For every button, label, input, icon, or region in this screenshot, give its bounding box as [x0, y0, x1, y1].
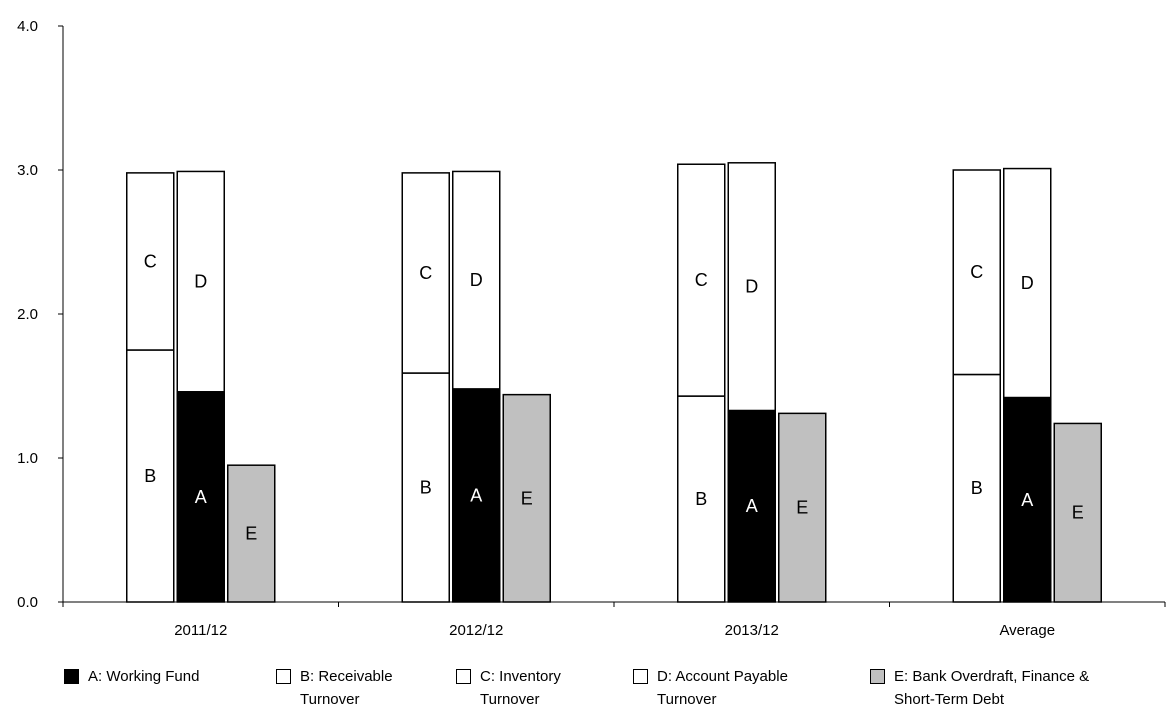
bar-a — [727, 409, 776, 603]
bar-label-a: A — [470, 485, 482, 505]
bar-label-b: B — [420, 478, 432, 498]
legend-label-a: A: Working Fund — [88, 668, 200, 685]
x-tick-label: 2012/12 — [449, 622, 503, 639]
bar-e — [778, 412, 827, 603]
bar-label-a: A — [746, 496, 758, 516]
bar-label-a: A — [1021, 490, 1033, 510]
bar-b — [952, 373, 1001, 603]
bar-e — [227, 464, 276, 603]
bar-e — [502, 393, 551, 603]
segment-labels: B C A D E B C A D E B C A D E B C A D E — [144, 251, 1084, 543]
legend-swatch-b — [276, 669, 291, 684]
legend-label-b-line2: Turnover — [300, 691, 360, 708]
legend-label-c-line1: C: Inventory — [480, 668, 561, 685]
legend-label-c-line2: Turnover — [480, 691, 540, 708]
legend: A: Working Fund B: Receivable Turnover C:… — [0, 668, 1166, 713]
bar-label-d: D — [194, 272, 207, 292]
bars — [126, 162, 1102, 603]
bar-label-e: E — [521, 488, 533, 508]
bar-d — [176, 170, 225, 393]
legend-item-d: D: Account Payable Turnover — [633, 668, 788, 711]
y-tick-label: 3.0 — [17, 162, 38, 179]
bar-a — [176, 391, 225, 603]
bar-label-d: D — [745, 277, 758, 297]
chart: 0.0 1.0 2.0 3.0 4.0 2011/12 2012/12 2013/12 Aver… — [17, 18, 1166, 639]
bar-d — [1003, 167, 1052, 399]
legend-swatch-a — [64, 669, 79, 684]
axes: 0.0 1.0 2.0 3.0 4.0 2011/12 2012/12 2013/12 Aver… — [17, 18, 1166, 639]
bar-label-c: C — [144, 251, 157, 271]
legend-item-b: B: Receivable Turnover — [276, 668, 393, 711]
legend-item-a: A: Working Fund — [64, 668, 199, 688]
legend-item-c: C: Inventory Turnover — [456, 668, 561, 711]
legend-swatch-d — [633, 669, 648, 684]
legend-label-e-line1: E: Bank Overdraft, Finance & — [894, 668, 1090, 685]
legend-swatch-c — [456, 669, 471, 684]
bar-c — [401, 172, 450, 374]
bar-c — [677, 163, 726, 397]
bar-label-c: C — [695, 270, 708, 290]
bar-e — [1053, 422, 1102, 603]
legend-label-d-line1: D: Account Payable — [657, 668, 788, 685]
bar-label-a: A — [195, 487, 207, 507]
bar-label-d: D — [1021, 273, 1034, 293]
x-tick-label: 2011/12 — [174, 622, 227, 639]
bar-b — [677, 395, 726, 603]
y-tick-label: 4.0 — [17, 18, 38, 35]
bar-b — [401, 372, 450, 603]
bar-label-d: D — [470, 270, 483, 290]
bar-label-c: C — [419, 263, 432, 283]
legend-label-b-line1: B: Receivable — [300, 668, 393, 685]
bar-label-b: B — [144, 466, 156, 486]
legend-label-d-line2: Turnover — [657, 691, 717, 708]
y-tick-label: 1.0 — [17, 450, 38, 467]
x-tick-label: 2013/12 — [725, 622, 779, 639]
bar-label-e: E — [796, 498, 808, 518]
bar-c — [952, 169, 1001, 376]
bar-label-c: C — [970, 262, 983, 282]
legend-label-e-line2: Short-Term Debt — [894, 691, 1005, 708]
y-tick-label: 2.0 — [17, 306, 38, 323]
bar-b — [126, 349, 175, 603]
bar-d — [727, 162, 776, 412]
bar-label-e: E — [1072, 503, 1084, 523]
y-tick-label: 0.0 — [17, 594, 38, 611]
bar-label-e: E — [245, 524, 257, 544]
bar-label-b: B — [695, 489, 707, 509]
legend-swatch-e — [870, 669, 885, 684]
x-tick-label: Average — [999, 622, 1055, 639]
legend-item-e: E: Bank Overdraft, Finance & Short-Term D… — [870, 668, 1089, 711]
bar-d — [452, 170, 501, 390]
bar-a — [452, 388, 501, 603]
bar-c — [126, 172, 175, 351]
bar-label-b: B — [971, 478, 983, 498]
